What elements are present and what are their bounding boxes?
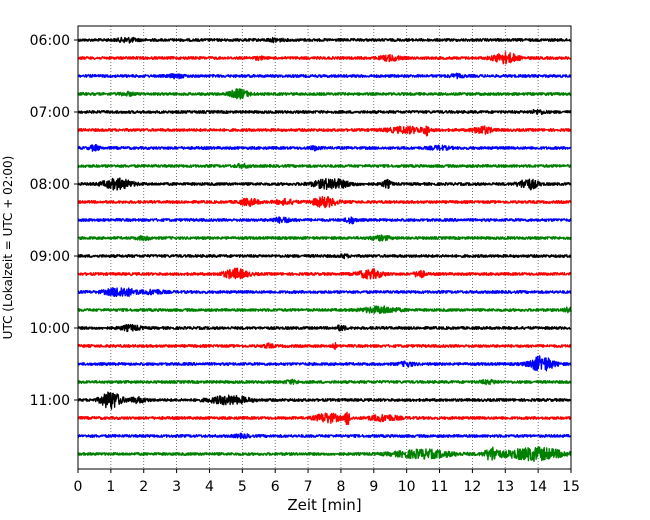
x-tick-label-3: 3 [172, 479, 181, 495]
trace-0800 [77, 177, 572, 191]
x-tick-label-2: 2 [139, 479, 148, 495]
x-tick-label-6: 6 [271, 479, 280, 495]
x-tick-label-10: 10 [398, 479, 416, 495]
x-tick-label-1: 1 [106, 479, 115, 495]
y-tick-label-2: 08:00 [30, 177, 70, 193]
x-tick-label-0: 0 [74, 479, 83, 495]
x-axis: 0 1 2 3 4 5 6 7 8 9 10 11 12 13 14 15 [74, 469, 580, 495]
trace-1045 [77, 378, 572, 386]
y-tick-label-4: 10:00 [30, 321, 70, 337]
trace-0830 [77, 216, 572, 225]
trace-0630 [77, 72, 572, 80]
x-tick-label-7: 7 [304, 479, 313, 495]
trace-1115 [77, 411, 572, 426]
trace-0845 [77, 234, 572, 242]
trace-0915 [77, 267, 572, 280]
grid-lines [110, 26, 539, 469]
x-tick-label-11: 11 [431, 479, 449, 495]
x-axis-title: Zeit [min] [287, 496, 361, 514]
x-tick-label-8: 8 [336, 479, 345, 495]
trace-0700 [77, 108, 572, 116]
x-tick-label-4: 4 [205, 479, 214, 495]
trace-1000 [77, 323, 572, 333]
trace-1015 [77, 341, 572, 351]
y-tick-label-0: 06:00 [30, 33, 70, 49]
trace-0645 [77, 88, 572, 100]
plot-frame [77, 25, 572, 470]
x-tick-label-5: 5 [238, 479, 247, 495]
trace-1030 [77, 355, 572, 372]
trace-group [77, 36, 572, 463]
x-tick-label-12: 12 [463, 479, 481, 495]
x-tick-label-15: 15 [562, 479, 580, 495]
y-tick-label-1: 07:00 [30, 105, 70, 121]
trace-0900 [77, 253, 572, 260]
trace-1100 [77, 391, 572, 410]
trace-0600 [77, 36, 572, 44]
trace-0715 [77, 125, 572, 137]
trace-0730 [77, 143, 572, 152]
x-tick-label-13: 13 [496, 479, 514, 495]
x-tick-label-14: 14 [529, 479, 547, 495]
x-tick-label-9: 9 [369, 479, 378, 495]
trace-0930 [77, 286, 572, 298]
trace-0815 [77, 195, 572, 209]
y-tick-label-5: 11:00 [30, 393, 70, 409]
y-axis-title: UTC (Lokalzeit = UTC + 02:00) [1, 156, 15, 340]
y-axis: 06:00 07:00 08:00 09:00 10:00 11:00 [30, 33, 78, 409]
trace-1130 [77, 432, 572, 440]
trace-0745 [77, 162, 572, 170]
y-tick-label-3: 09:00 [30, 249, 70, 265]
trace-0945 [77, 305, 572, 315]
trace-1145 [77, 446, 572, 463]
trace-0615 [77, 51, 572, 65]
